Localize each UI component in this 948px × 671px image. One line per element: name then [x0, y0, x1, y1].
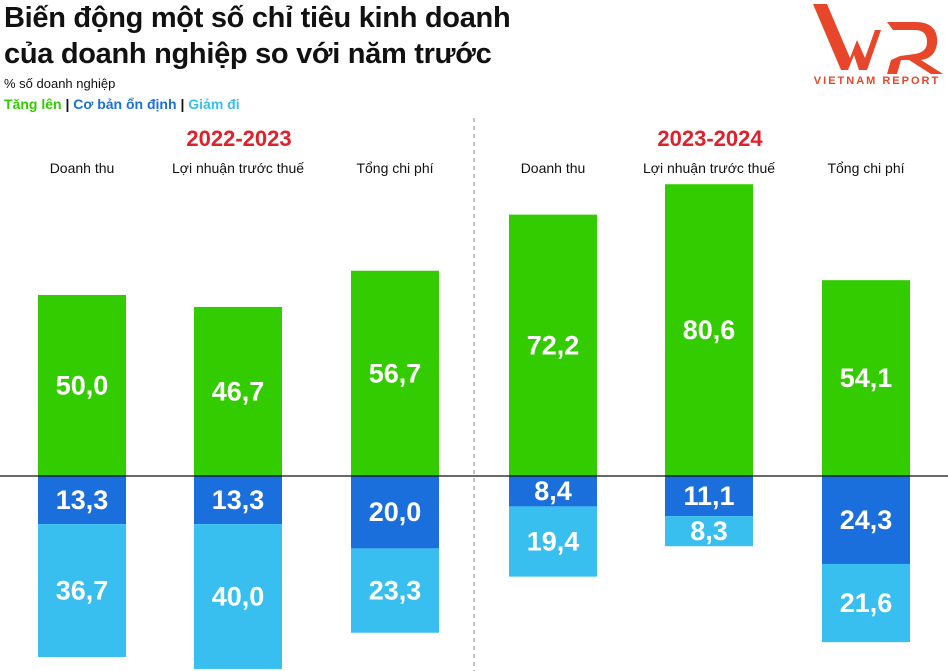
category-label: Doanh thu [520, 160, 586, 176]
bar-stable [38, 476, 126, 525]
category-label: Tổng chi phí [356, 160, 434, 176]
data-label: 11,1 [683, 481, 734, 511]
bar-decrease [665, 516, 753, 547]
data-label: 56,7 [369, 358, 422, 388]
period-label-2022-2023: 2022-2023 [186, 126, 292, 151]
data-label: 46,7 [212, 376, 265, 406]
data-label: 36,7 [56, 576, 109, 606]
bar-stable [509, 476, 597, 507]
bar-stable [351, 476, 439, 549]
bar-increase [38, 295, 126, 476]
bar-increase [665, 184, 753, 476]
period-label-2023-2024: 2023-2024 [657, 126, 763, 151]
legend-separator: | [65, 96, 70, 112]
bar-stable [665, 476, 753, 517]
category-label: Tổng chi phí [827, 160, 905, 176]
bar-stable [194, 476, 282, 525]
data-label: 24,3 [840, 505, 893, 535]
logo-caption: VIETNAM REPORT [814, 75, 940, 87]
bar-decrease [194, 524, 282, 669]
bar-decrease [822, 563, 910, 643]
bar-stable [822, 476, 910, 564]
data-label: 20,0 [369, 497, 422, 527]
data-label: 80,6 [683, 315, 736, 345]
category-label: Lợi nhuận trước thuế [171, 160, 305, 176]
legend-increase: Tăng lên [4, 96, 62, 112]
legend-separator: | [180, 96, 185, 112]
data-label: 13,3 [212, 485, 265, 515]
bar-increase [822, 280, 910, 476]
data-label: 72,2 [527, 330, 580, 360]
legend-decrease: Giảm đi [188, 96, 240, 112]
bar-increase [351, 270, 439, 476]
bar-decrease [509, 506, 597, 577]
data-label: 8,4 [534, 476, 572, 506]
bar-increase [194, 306, 282, 476]
vnr-logo: VIETNAM REPORT [805, 0, 948, 90]
data-label: 19,4 [527, 527, 580, 557]
category-label: Doanh thu [49, 160, 115, 176]
data-label: 8,3 [690, 516, 728, 546]
data-label: 13,3 [56, 485, 109, 515]
bar-increase [509, 214, 597, 477]
data-label: 23,3 [369, 576, 422, 606]
chart-title-line2: của doanh nghiệp so với năm trước [4, 38, 492, 70]
data-label: 50,0 [56, 371, 109, 401]
legend: Tăng lên | Cơ bản ổn định | Giảm đi [4, 96, 240, 112]
data-label: 54,1 [840, 363, 893, 393]
bar-decrease [351, 548, 439, 633]
data-label: 21,6 [840, 588, 893, 618]
chart-subtitle: % số doanh nghiệp [4, 76, 116, 91]
category-label: Lợi nhuận trước thuế [642, 160, 776, 176]
bar-decrease [38, 524, 126, 657]
data-label: 40,0 [212, 582, 265, 612]
chart-title-line1: Biến động một số chỉ tiêu kinh doanh [4, 2, 511, 34]
legend-stable: Cơ bản ổn định [73, 96, 177, 112]
